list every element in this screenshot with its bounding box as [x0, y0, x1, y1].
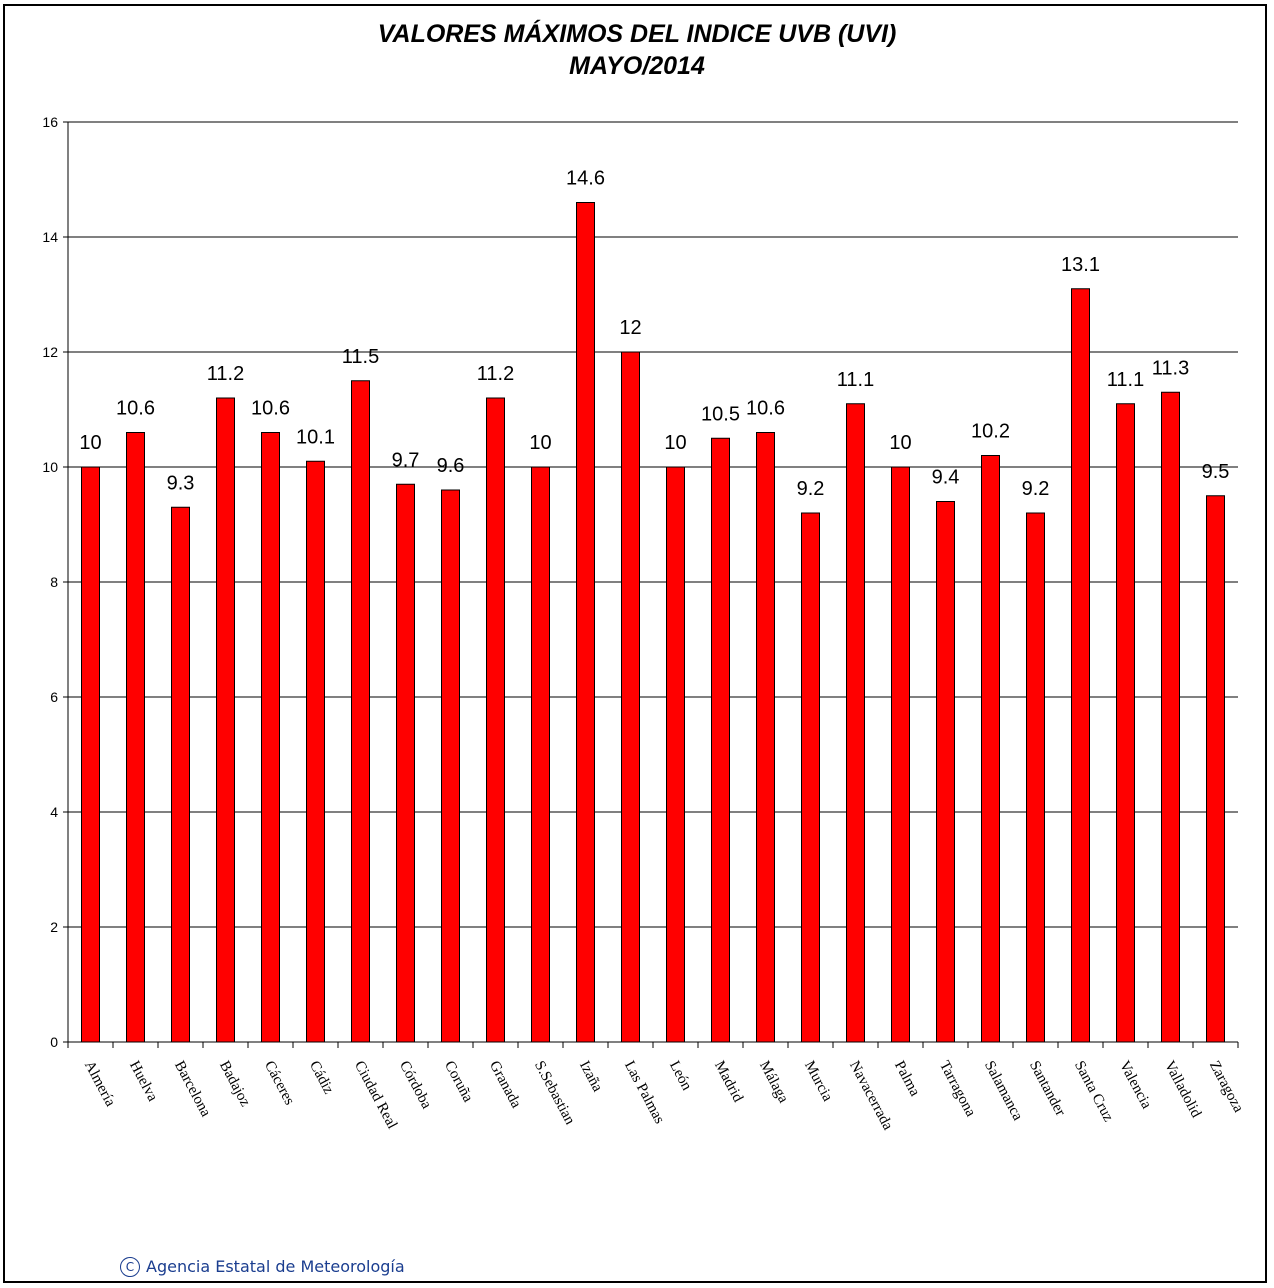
data-label: 10.6 [746, 398, 785, 420]
data-label: 10 [529, 432, 551, 454]
x-tick-label: Madrid [711, 1058, 746, 1105]
data-label: 11.2 [477, 363, 514, 385]
y-tick-label: 8 [50, 574, 58, 590]
data-label: 11.3 [1152, 357, 1189, 379]
y-tick-label: 4 [50, 804, 58, 820]
data-label: 11.5 [342, 346, 379, 368]
bar [1026, 512, 1045, 1043]
data-label: 9.7 [392, 449, 420, 471]
x-tick-label: Palma [891, 1058, 923, 1099]
y-tick-label: 12 [42, 344, 58, 360]
x-tick-label: Ciudad Real [351, 1058, 400, 1131]
x-tick-label: Granada [486, 1058, 524, 1111]
bar [891, 466, 910, 1043]
x-tick-label: Córdoba [396, 1058, 435, 1111]
x-tick-label: Salamanca [981, 1058, 1026, 1123]
x-tick-label: Barcelona [171, 1058, 214, 1119]
bar [621, 351, 640, 1043]
bar [306, 460, 325, 1043]
credit-text: Agencia Estatal de Meteorología [146, 1257, 405, 1276]
data-label: 11.1 [1107, 369, 1144, 391]
data-label: 9.6 [437, 455, 465, 477]
bar [126, 432, 145, 1043]
bar [981, 455, 1000, 1043]
x-tick-label: Almería [81, 1058, 118, 1109]
bar [711, 437, 730, 1043]
y-tick-label: 0 [50, 1034, 58, 1050]
bar [801, 512, 820, 1043]
x-tick-label: Málaga [756, 1058, 791, 1106]
data-label: 11.2 [207, 363, 244, 385]
bar [1206, 495, 1225, 1043]
x-tick-label: Izaña [576, 1058, 606, 1094]
y-tick-label: 10 [42, 459, 58, 475]
bar [1116, 403, 1135, 1043]
bar [1161, 391, 1180, 1043]
x-tick-label: Cádiz [306, 1058, 337, 1097]
data-label: 10 [664, 432, 686, 454]
data-label: 9.4 [932, 467, 960, 489]
bar [936, 501, 955, 1043]
bar [216, 397, 235, 1043]
x-tick-label: Badajoz [216, 1058, 253, 1109]
x-tick-label: Valencia [1116, 1058, 1155, 1111]
y-tick-label: 14 [42, 229, 58, 245]
x-tick-label: Murcia [801, 1058, 836, 1104]
x-tick-label: Cáceres [261, 1058, 297, 1108]
bar [666, 466, 685, 1043]
y-tick-label: 6 [50, 689, 58, 705]
y-tick-label: 2 [50, 919, 58, 935]
bar [261, 432, 280, 1043]
x-tick-label: S.Sebastian [531, 1058, 578, 1127]
copyright-icon: C [120, 1256, 140, 1277]
data-label: 9.5 [1202, 461, 1230, 483]
bar [756, 432, 775, 1043]
x-tick-label: Navacerrada [846, 1058, 896, 1133]
data-label: 10 [79, 432, 101, 454]
data-label: 10.6 [116, 398, 155, 420]
bar [171, 506, 190, 1043]
copyright-credit: C Agencia Estatal de Meteorología [120, 1256, 405, 1277]
data-label: 10.1 [296, 426, 335, 448]
chart-subtitle: MAYO/2014 [569, 52, 705, 80]
chart-title: VALORES MÁXIMOS DEL INDICE UVB (UVI) [377, 20, 897, 48]
y-tick-label: 16 [42, 114, 58, 130]
data-label: 10.2 [971, 421, 1010, 443]
data-label: 9.2 [1022, 478, 1050, 500]
data-label: 14.6 [566, 168, 605, 190]
bar [531, 466, 550, 1043]
x-tick-label: Santa Cruz [1071, 1058, 1116, 1124]
x-tick-label: Coruña [441, 1058, 476, 1105]
bar [396, 483, 415, 1043]
data-label: 12 [619, 317, 641, 339]
x-tick-label: Las Palmas [621, 1058, 667, 1126]
data-label: 9.2 [797, 478, 825, 500]
data-label: 13.1 [1061, 254, 1100, 276]
data-label: 10.5 [701, 403, 740, 425]
bar [486, 397, 505, 1043]
bar [81, 466, 100, 1043]
bar [441, 489, 460, 1043]
bar [846, 403, 865, 1043]
data-label: 10.6 [251, 398, 290, 420]
x-tick-label: Zaragoza [1206, 1058, 1246, 1115]
x-tick-label: Tarragona [936, 1058, 979, 1119]
data-label: 9.3 [167, 472, 195, 494]
data-label: 10 [889, 432, 911, 454]
x-tick-label: Huelva [126, 1058, 161, 1104]
bar [351, 380, 370, 1043]
data-label: 11.1 [837, 369, 874, 391]
x-tick-label: Santander [1026, 1058, 1068, 1118]
bar [1071, 288, 1090, 1043]
bar [576, 202, 595, 1043]
x-tick-label: Valladolid [1161, 1058, 1204, 1120]
x-tick-label: León [666, 1058, 695, 1093]
